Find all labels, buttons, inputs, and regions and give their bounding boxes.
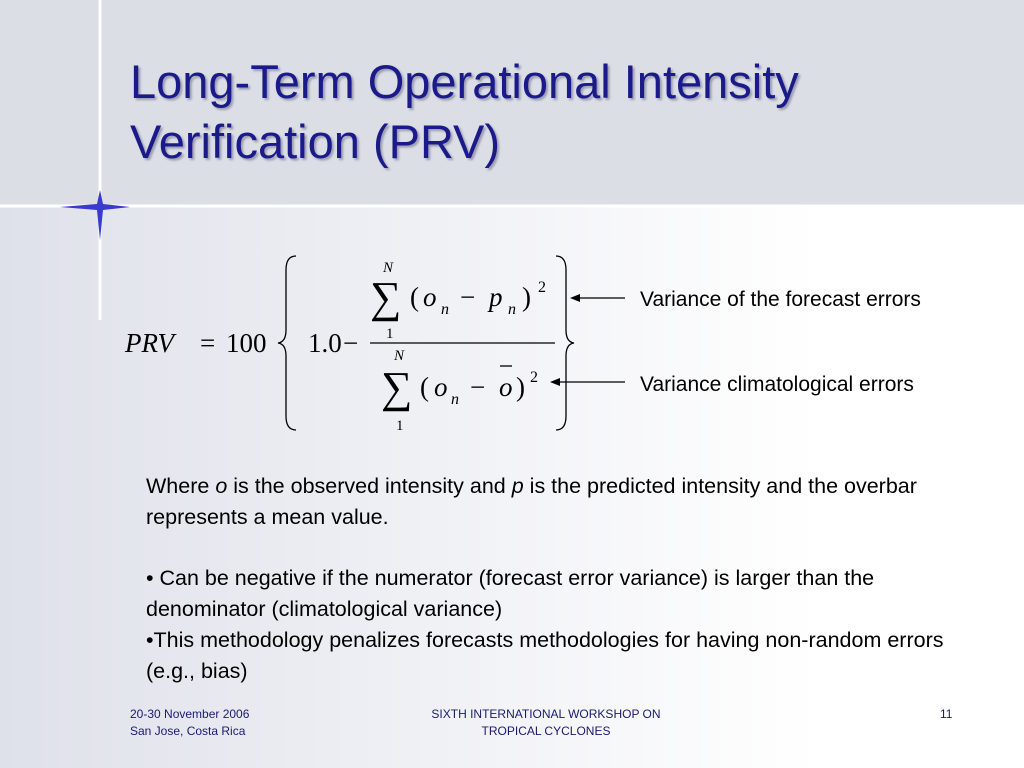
title: Long-Term Operational Intensity Verifica… bbox=[130, 52, 799, 172]
formula-text: ( bbox=[410, 282, 419, 312]
title-band bbox=[0, 0, 1024, 205]
formula-text: = bbox=[200, 328, 215, 358]
formula-text: 100 bbox=[226, 328, 267, 358]
page-number: 11 bbox=[940, 707, 953, 721]
symbol: p bbox=[511, 474, 524, 498]
title-line: Verification (PRV) bbox=[130, 115, 501, 168]
annotation: Variance of the forecast errors bbox=[640, 288, 921, 311]
bullet-list: • Can be negative if the numerator (fore… bbox=[146, 563, 986, 687]
footer-text: San Jose, Costa Rica bbox=[130, 724, 246, 738]
footer-date: 20-30 November 2006 San Jose, Costa Rica bbox=[130, 706, 249, 740]
formula-text: ) bbox=[522, 282, 531, 312]
title-line: Long-Term Operational Intensity bbox=[130, 55, 799, 108]
text: is the predicted intensity and the overb… bbox=[146, 474, 917, 529]
formula-text: p bbox=[487, 282, 503, 312]
arrowhead bbox=[550, 378, 560, 386]
text: Where bbox=[146, 474, 216, 498]
brace bbox=[555, 255, 575, 431]
formula-text: − bbox=[343, 328, 358, 358]
text: is the observed intensity and bbox=[227, 474, 512, 498]
bullet: • Can be negative if the numerator (fore… bbox=[146, 566, 875, 621]
formula-text: − bbox=[460, 282, 475, 312]
formula-text: n bbox=[451, 391, 459, 408]
bullet: •This methodology penalizes forecasts me… bbox=[146, 628, 944, 683]
formula-text: PRV bbox=[124, 328, 177, 358]
formula-text: ( bbox=[420, 372, 429, 402]
formula-text: ) bbox=[516, 372, 525, 402]
formula: PRV = 100 1.0 − N ∑ 1 ( o n − p n ) 2 N … bbox=[124, 255, 575, 434]
annotation: Variance climatological errors bbox=[640, 373, 914, 396]
formula-text: 2 bbox=[530, 369, 538, 386]
formula-text: n bbox=[441, 301, 449, 318]
formula-text: − bbox=[470, 372, 485, 402]
formula-text: 1 bbox=[386, 326, 394, 342]
formula-text: N bbox=[382, 260, 394, 276]
footer-event: SIXTH INTERNATIONAL WORKSHOP ON TROPICAL … bbox=[396, 706, 696, 740]
formula-text: o bbox=[434, 372, 448, 402]
formula-text: n bbox=[508, 301, 516, 318]
formula-text: 1 bbox=[396, 418, 404, 434]
arrowhead bbox=[570, 294, 580, 302]
footer-text: SIXTH INTERNATIONAL WORKSHOP ON bbox=[431, 707, 661, 721]
formula-text: ∑ bbox=[370, 273, 401, 322]
footer-text: 20-30 November 2006 bbox=[130, 707, 250, 721]
formula-text: 2 bbox=[538, 279, 546, 296]
symbol: o bbox=[215, 474, 228, 498]
formula-text: ∑ bbox=[381, 363, 412, 412]
formula-text: o bbox=[499, 372, 513, 402]
paragraph: Where o is the observed intensity and p … bbox=[146, 471, 986, 533]
formula-text: 1.0 bbox=[308, 328, 342, 358]
brace bbox=[277, 255, 297, 431]
footer-text: TROPICAL CYCLONES bbox=[481, 724, 611, 738]
formula-text: o bbox=[423, 282, 437, 312]
formula-text: N bbox=[393, 348, 405, 364]
